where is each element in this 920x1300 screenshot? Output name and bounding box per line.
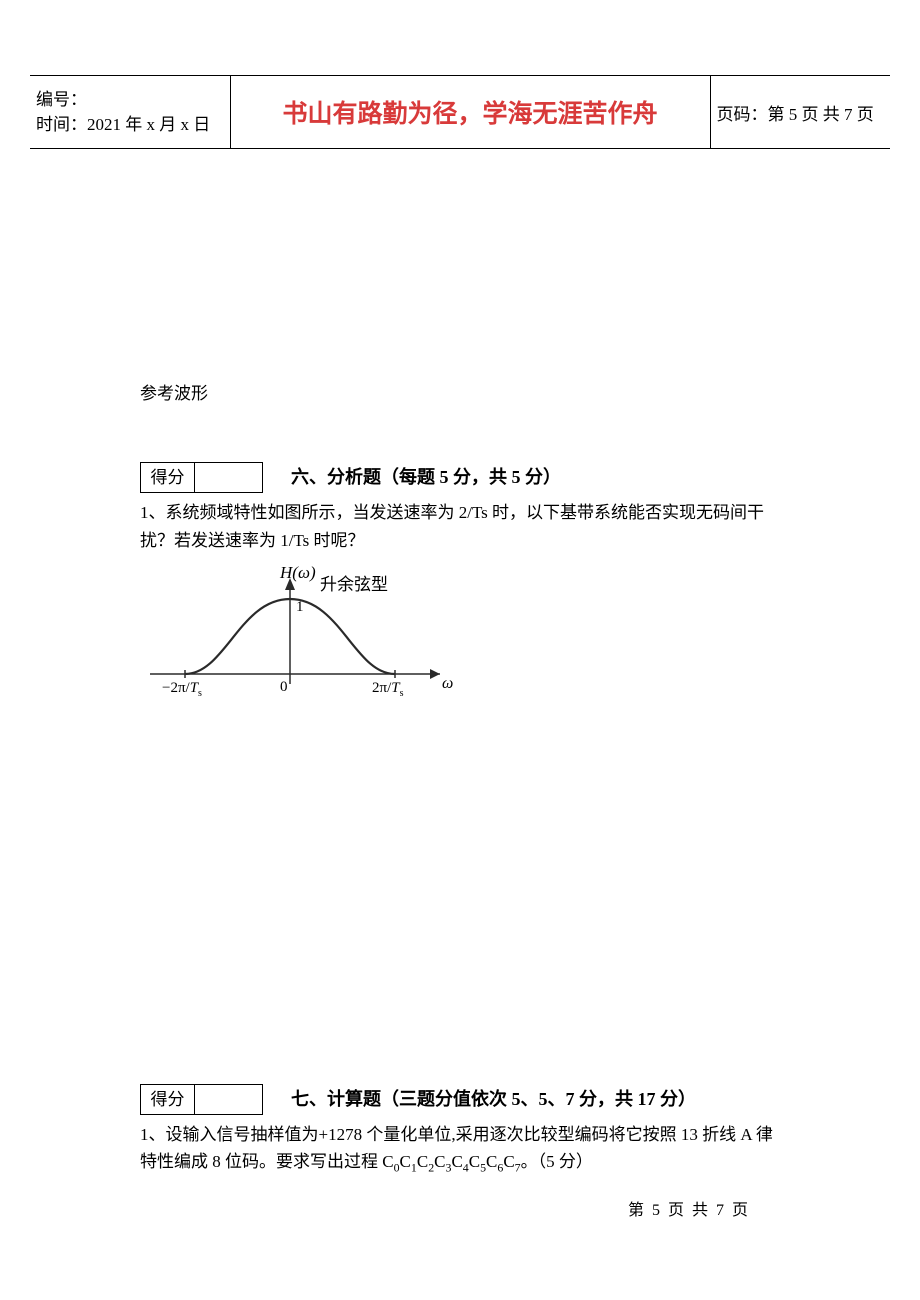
doc-id-label: 编号： (36, 87, 224, 113)
header-left-cell: 编号： 时间：2021 年 x 月 x 日 (30, 76, 230, 149)
score-box-6: 得分 (140, 462, 263, 493)
header-page-label: 页码：第 5 页 共 7 页 (710, 76, 890, 149)
raised-cosine-graph: H(ω) 升余弦型 1 0 −2π/Ts 2π/Ts ω (140, 564, 460, 714)
score-label: 得分 (141, 463, 195, 493)
svg-text:−2π/Ts: −2π/Ts (162, 680, 202, 699)
graph-type-label: 升余弦型 (320, 575, 388, 594)
svg-text:1: 1 (296, 599, 304, 615)
section-7: 得分 七、计算题（三题分值依次 5、5、7 分，共 17 分） 1、设输入信号抽… (140, 1084, 780, 1178)
section-6: 得分 六、分析题（每题 5 分，共 5 分） 1、系统频域特性如图所示，当发送速… (140, 462, 780, 714)
svg-text:2π/Ts: 2π/Ts (372, 680, 404, 699)
score-value-6 (195, 463, 263, 493)
header-table: 编号： 时间：2021 年 x 月 x 日 书山有路勤为径，学海无涯苦作舟 页码… (30, 75, 890, 149)
svg-text:0: 0 (280, 679, 288, 695)
header-motto: 书山有路勤为径，学海无涯苦作舟 (230, 76, 710, 149)
section-7-q1-a: 1、设输入信号抽样值为+1278 个量化单位,采用逐次比较型编码将它按照 13 … (140, 1125, 773, 1171)
section-7-q1-b: 。（5 分） (521, 1152, 593, 1171)
section-6-q1: 1、系统频域特性如图所示，当发送速率为 2/Ts 时，以下基带系统能否实现无码间… (140, 499, 780, 553)
page-content: 参考波形 得分 六、分析题（每题 5 分，共 5 分） 1、系统频域特性如图所示… (140, 380, 780, 1186)
reference-wave-label: 参考波形 (140, 380, 780, 407)
score-value-7 (195, 1084, 263, 1114)
svg-text:H(ω): H(ω) (279, 564, 316, 582)
score-box-7: 得分 (140, 1084, 263, 1115)
section-7-title: 七、计算题（三题分值依次 5、5、7 分，共 17 分） (291, 1085, 696, 1114)
score-label: 得分 (141, 1084, 195, 1114)
section-7-q1: 1、设输入信号抽样值为+1278 个量化单位,采用逐次比较型编码将它按照 13 … (140, 1121, 780, 1178)
svg-text:ω: ω (442, 675, 453, 692)
section-6-title: 六、分析题（每题 5 分，共 5 分） (291, 463, 561, 492)
page-footer: 第 5 页 共 7 页 (628, 1196, 750, 1220)
doc-date-label: 时间：2021 年 x 月 x 日 (36, 112, 224, 138)
